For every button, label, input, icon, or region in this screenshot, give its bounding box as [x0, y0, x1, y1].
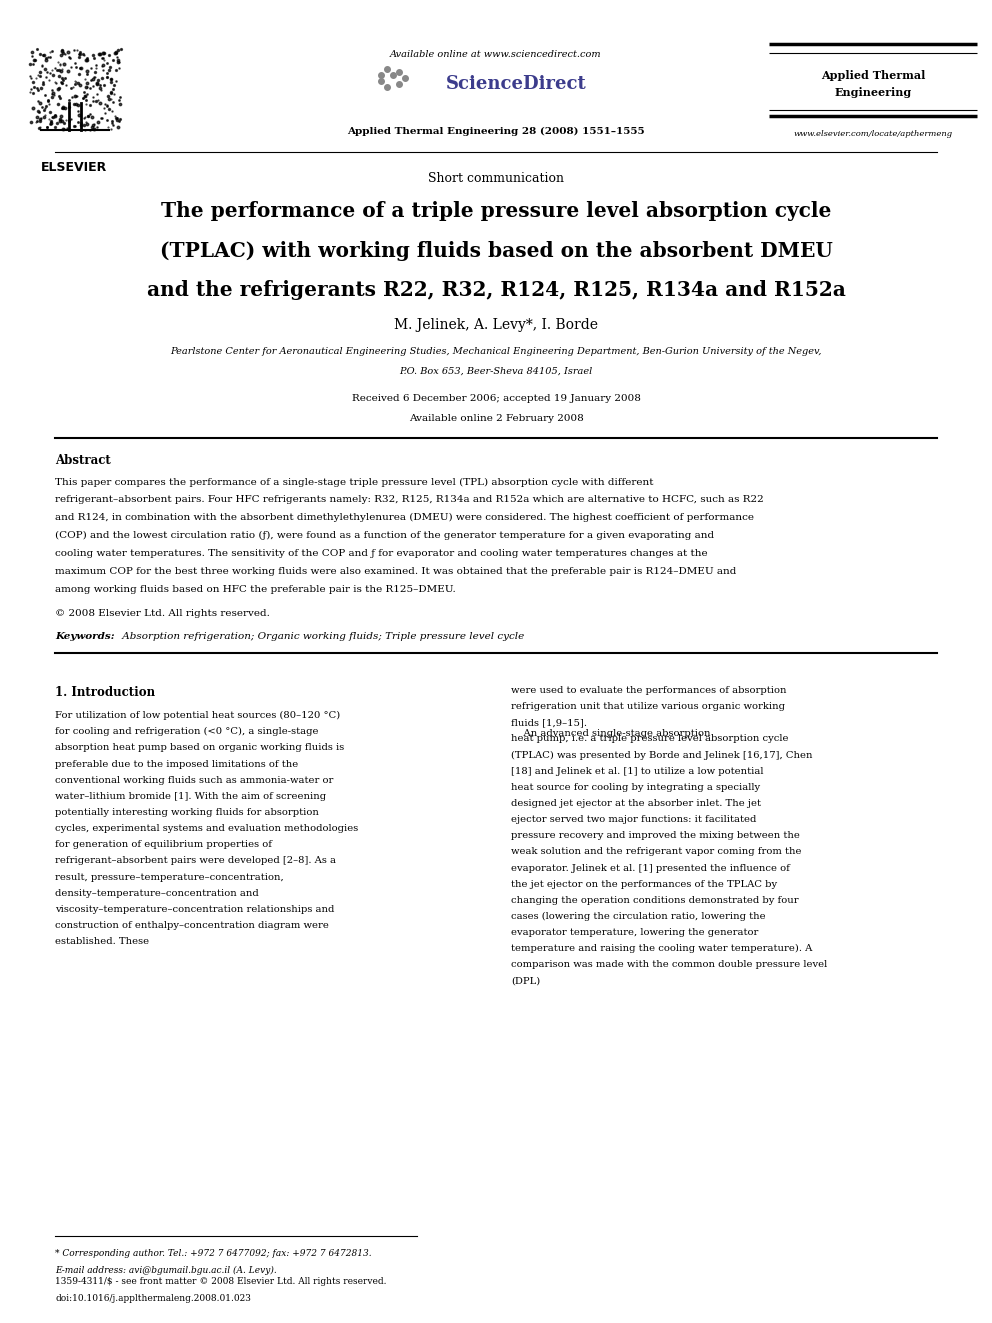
Text: and R124, in combination with the absorbent dimethylethylenurea (DMEU) were cons: and R124, in combination with the absorb… [55, 513, 754, 523]
Text: heat pump, i.e. a triple pressure level absorption cycle: heat pump, i.e. a triple pressure level … [511, 734, 789, 744]
Text: conventional working fluids such as ammonia-water or: conventional working fluids such as ammo… [55, 775, 333, 785]
Text: construction of enthalpy–concentration diagram were: construction of enthalpy–concentration d… [55, 921, 329, 930]
Text: Abstract: Abstract [55, 454, 111, 467]
Text: 1359-4311/$ - see front matter © 2008 Elsevier Ltd. All rights reserved.: 1359-4311/$ - see front matter © 2008 El… [55, 1277, 387, 1286]
Text: www.elsevier.com/locate/apthermeng: www.elsevier.com/locate/apthermeng [794, 130, 952, 138]
Text: [18] and Jelinek et al. [1] to utilize a low potential: [18] and Jelinek et al. [1] to utilize a… [511, 767, 764, 775]
Text: ELSEVIER: ELSEVIER [42, 161, 107, 175]
Text: preferable due to the imposed limitations of the: preferable due to the imposed limitation… [55, 759, 299, 769]
Text: M. Jelinek, A. Levy*, I. Borde: M. Jelinek, A. Levy*, I. Borde [394, 318, 598, 332]
Text: and the refrigerants R22, R32, R124, R125, R134a and R152a: and the refrigerants R22, R32, R124, R12… [147, 280, 845, 300]
Text: the jet ejector on the performances of the TPLAC by: the jet ejector on the performances of t… [511, 880, 777, 889]
Text: evaporator. Jelinek et al. [1] presented the influence of: evaporator. Jelinek et al. [1] presented… [511, 864, 790, 873]
Text: Engineering: Engineering [834, 87, 912, 98]
Text: comparison was made with the common double pressure level: comparison was made with the common doub… [511, 960, 827, 970]
Text: © 2008 Elsevier Ltd. All rights reserved.: © 2008 Elsevier Ltd. All rights reserved… [55, 609, 270, 618]
Text: 1. Introduction: 1. Introduction [55, 687, 155, 699]
Text: among working fluids based on HFC the preferable pair is the R125–DMEU.: among working fluids based on HFC the pr… [55, 585, 455, 594]
Text: evaporator temperature, lowering the generator: evaporator temperature, lowering the gen… [511, 929, 758, 937]
Text: changing the operation conditions demonstrated by four: changing the operation conditions demons… [511, 896, 799, 905]
Text: Available online at www.sciencedirect.com: Available online at www.sciencedirect.co… [390, 50, 602, 60]
Text: water–lithium bromide [1]. With the aim of screening: water–lithium bromide [1]. With the aim … [55, 791, 326, 800]
Text: Applied Thermal Engineering 28 (2008) 1551–1555: Applied Thermal Engineering 28 (2008) 15… [347, 127, 645, 136]
Text: ejector served two major functions: it facilitated: ejector served two major functions: it f… [511, 815, 756, 824]
Text: absorption heat pump based on organic working fluids is: absorption heat pump based on organic wo… [55, 744, 344, 753]
Text: designed jet ejector at the absorber inlet. The jet: designed jet ejector at the absorber inl… [511, 799, 761, 808]
Text: result, pressure–temperature–concentration,: result, pressure–temperature–concentrati… [55, 873, 284, 881]
Text: potentially interesting working fluids for absorption: potentially interesting working fluids f… [55, 808, 318, 818]
Text: density–temperature–concentration and: density–temperature–concentration and [55, 889, 259, 898]
Text: refrigeration unit that utilize various organic working: refrigeration unit that utilize various … [511, 703, 785, 712]
Text: Short communication: Short communication [428, 172, 564, 185]
Text: Available online 2 February 2008: Available online 2 February 2008 [409, 414, 583, 423]
Text: E-mail address: avi@bgumail.bgu.ac.il (A. Levy).: E-mail address: avi@bgumail.bgu.ac.il (A… [55, 1266, 277, 1275]
Text: Keywords:: Keywords: [55, 632, 115, 640]
Text: were used to evaluate the performances of absorption: were used to evaluate the performances o… [511, 687, 787, 695]
Text: Applied Thermal: Applied Thermal [820, 70, 926, 81]
Text: maximum COP for the best three working fluids were also examined. It was obtaine: maximum COP for the best three working f… [55, 566, 736, 576]
Text: for generation of equilibrium properties of: for generation of equilibrium properties… [55, 840, 272, 849]
Text: P.O. Box 653, Beer-Sheva 84105, Israel: P.O. Box 653, Beer-Sheva 84105, Israel [400, 366, 592, 376]
Text: pressure recovery and improved the mixing between the: pressure recovery and improved the mixin… [511, 831, 800, 840]
Text: cycles, experimental systems and evaluation methodologies: cycles, experimental systems and evaluat… [55, 824, 358, 833]
Text: (DPL): (DPL) [511, 976, 540, 986]
Text: For utilization of low potential heat sources (80–120 °C): For utilization of low potential heat so… [55, 712, 340, 720]
Text: * Corresponding author. Tel.: +972 7 6477092; fax: +972 7 6472813.: * Corresponding author. Tel.: +972 7 647… [55, 1249, 372, 1258]
Text: established. These: established. These [55, 937, 149, 946]
Text: weak solution and the refrigerant vapor coming from the: weak solution and the refrigerant vapor … [511, 848, 802, 856]
Text: Received 6 December 2006; accepted 19 January 2008: Received 6 December 2006; accepted 19 Ja… [351, 394, 641, 404]
Text: Absorption refrigeration; Organic working fluids; Triple pressure level cycle: Absorption refrigeration; Organic workin… [119, 632, 525, 640]
Text: (COP) and the lowest circulation ratio (ƒ), were found as a function of the gene: (COP) and the lowest circulation ratio (… [55, 531, 714, 540]
Text: refrigerant–absorbent pairs. Four HFC refrigerants namely: R32, R125, R134a and : refrigerant–absorbent pairs. Four HFC re… [55, 496, 764, 504]
Text: (TPLAC) with working fluids based on the absorbent DMEU: (TPLAC) with working fluids based on the… [160, 241, 832, 261]
Text: This paper compares the performance of a single-stage triple pressure level (TPL: This paper compares the performance of a… [55, 478, 654, 487]
Text: fluids [1,9–15].
    An advanced single-stage absorption: fluids [1,9–15]. An advanced single-stag… [511, 718, 710, 738]
Text: cases (lowering the circulation ratio, lowering the: cases (lowering the circulation ratio, l… [511, 912, 766, 921]
Text: ScienceDirect: ScienceDirect [445, 75, 586, 94]
Text: (TPLAC) was presented by Borde and Jelinek [16,17], Chen: (TPLAC) was presented by Borde and Jelin… [511, 750, 812, 759]
Text: Pearlstone Center for Aeronautical Engineering Studies, Mechanical Engineering D: Pearlstone Center for Aeronautical Engin… [171, 347, 821, 356]
Text: cooling water temperatures. The sensitivity of the COP and ƒ for evaporator and : cooling water temperatures. The sensitiv… [55, 549, 707, 558]
Text: heat source for cooling by integrating a specially: heat source for cooling by integrating a… [511, 783, 760, 792]
Text: refrigerant–absorbent pairs were developed [2–8]. As a: refrigerant–absorbent pairs were develop… [55, 856, 336, 865]
Text: temperature and raising the cooling water temperature). A: temperature and raising the cooling wate… [511, 945, 812, 954]
Text: viscosity–temperature–concentration relationships and: viscosity–temperature–concentration rela… [55, 905, 334, 914]
Text: doi:10.1016/j.applthermaleng.2008.01.023: doi:10.1016/j.applthermaleng.2008.01.023 [55, 1294, 251, 1303]
Text: The performance of a triple pressure level absorption cycle: The performance of a triple pressure lev… [161, 201, 831, 221]
Text: for cooling and refrigeration (<0 °C), a single-stage: for cooling and refrigeration (<0 °C), a… [55, 728, 318, 737]
